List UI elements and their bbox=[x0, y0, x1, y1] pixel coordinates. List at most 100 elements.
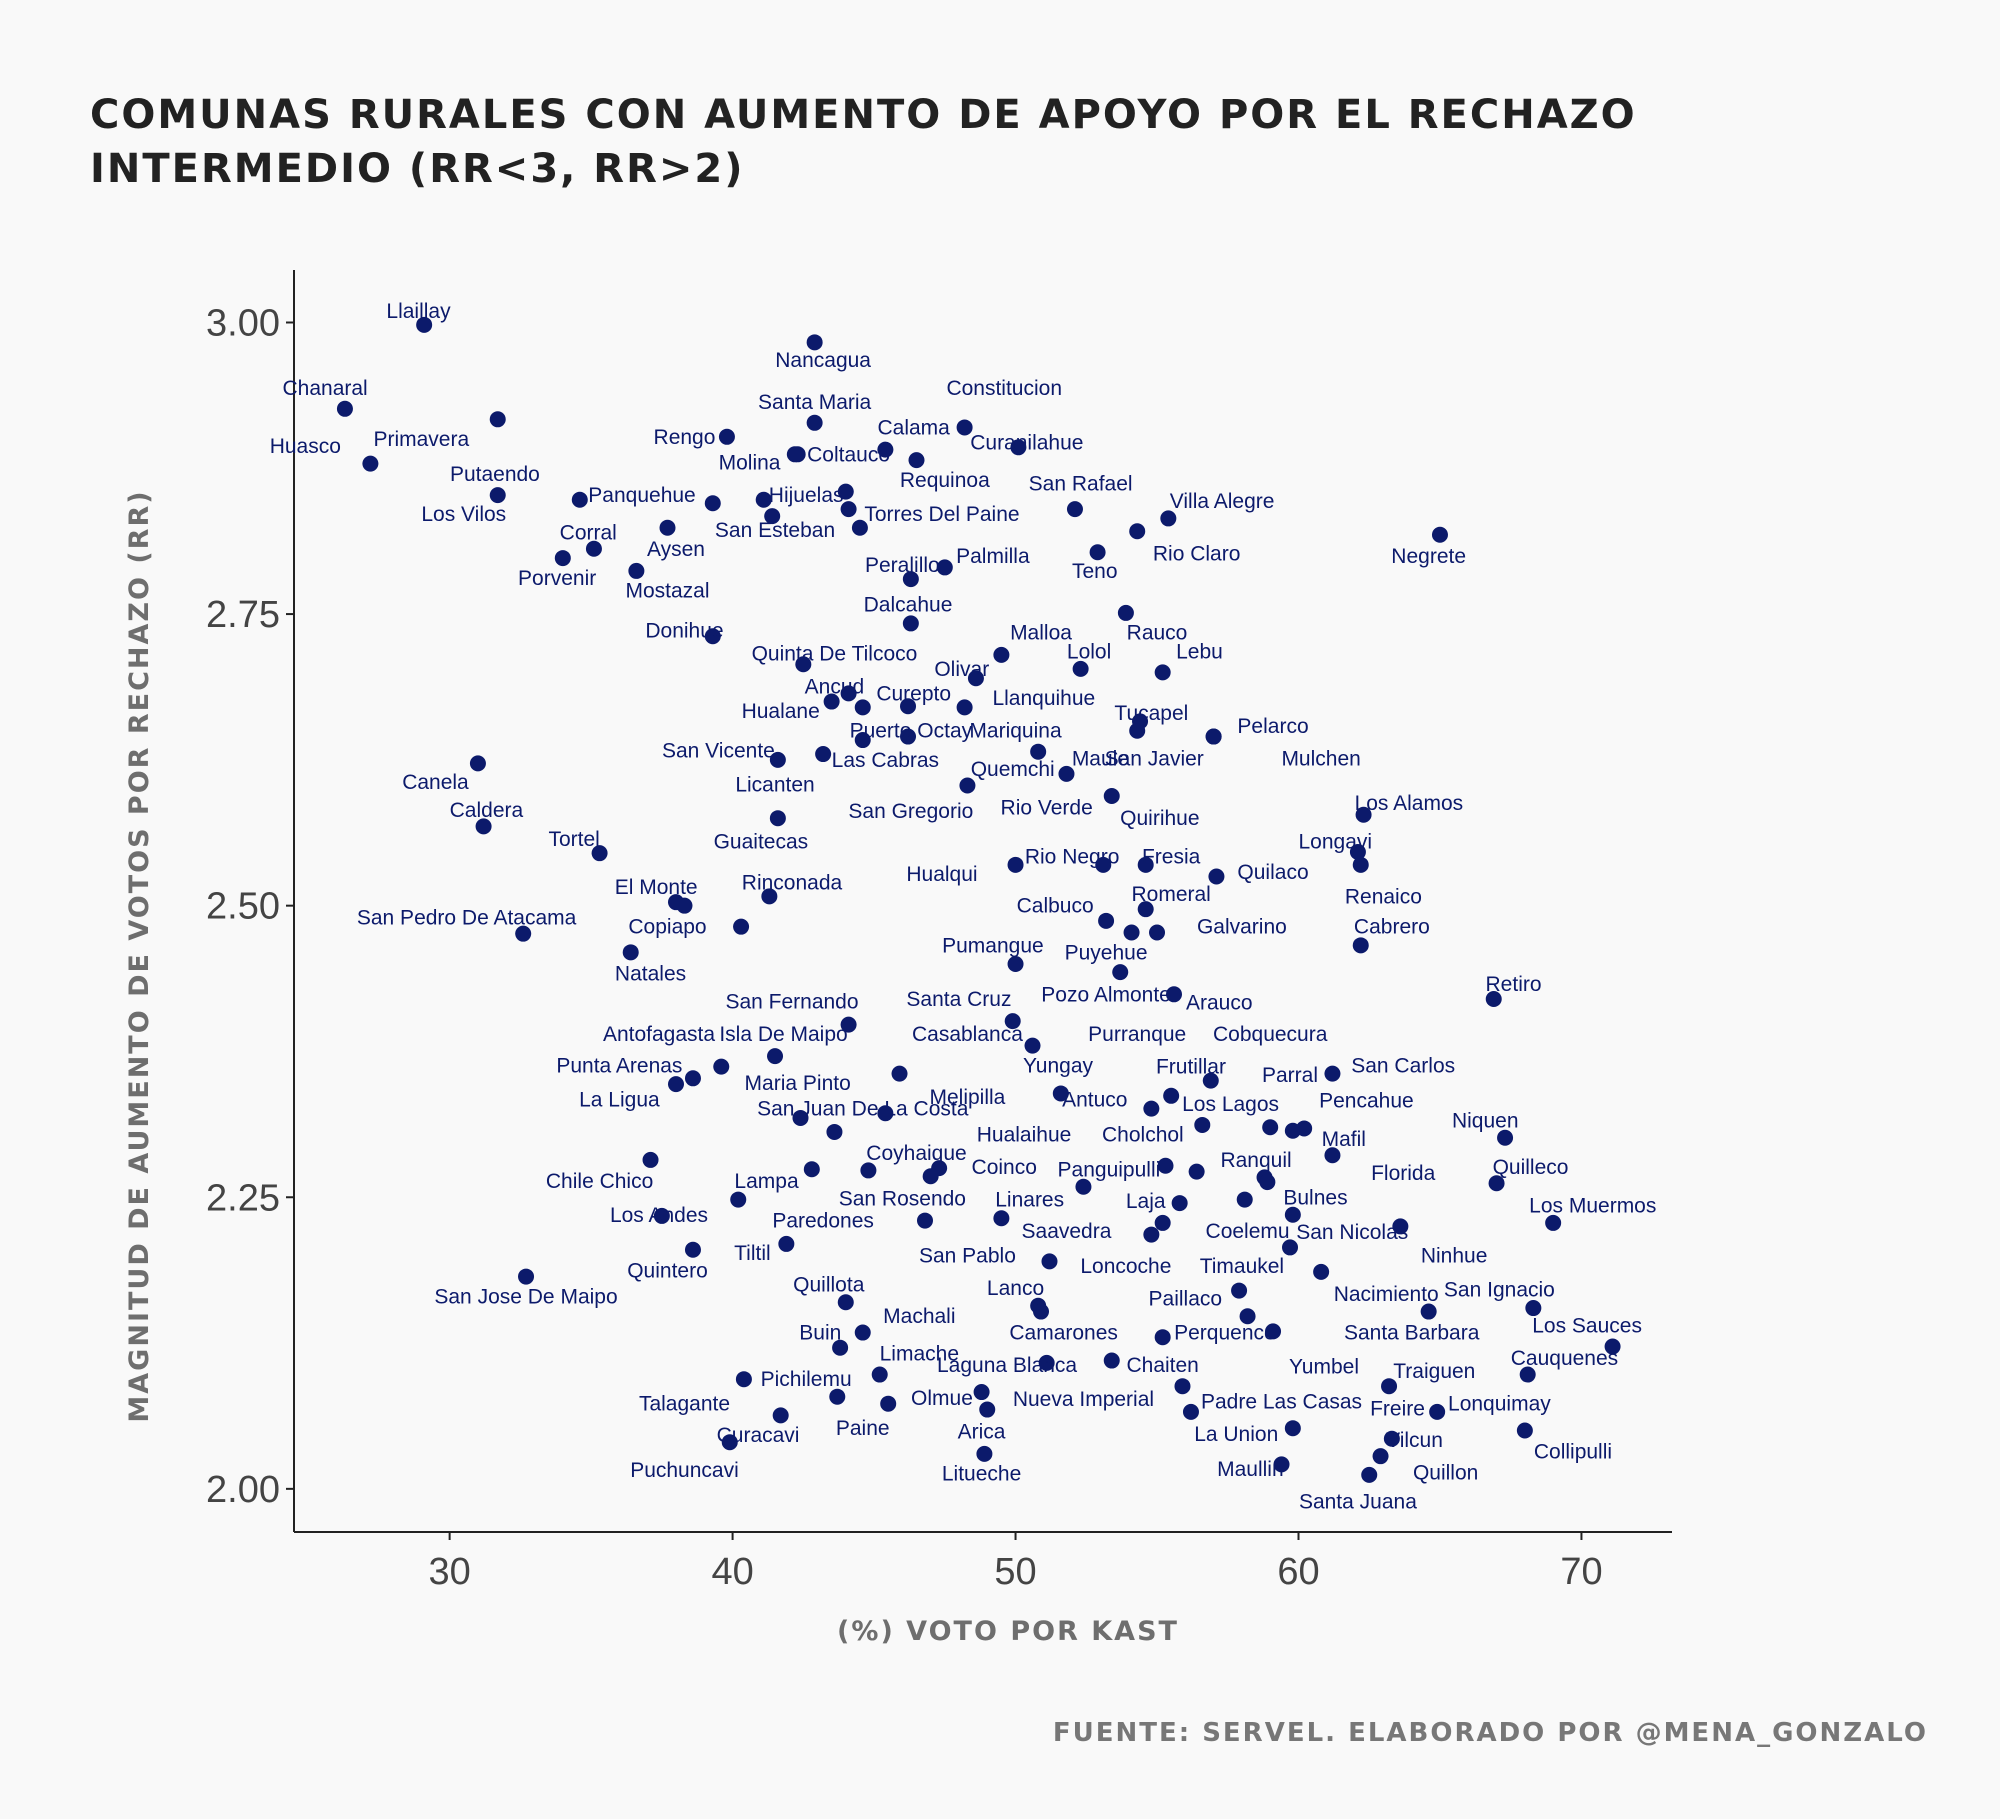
data-point bbox=[1010, 439, 1027, 456]
point-label: Talagante bbox=[639, 1393, 730, 1416]
point-label: Caldera bbox=[450, 799, 524, 822]
data-point bbox=[1182, 1403, 1199, 1420]
point-label: Bulnes bbox=[1283, 1186, 1347, 1209]
point-label: Rio Verde bbox=[1001, 797, 1093, 820]
point-label: Quemchi bbox=[971, 758, 1055, 781]
point-label: Loncoche bbox=[1080, 1255, 1171, 1278]
data-point bbox=[1143, 1226, 1160, 1243]
data-point bbox=[1431, 526, 1448, 543]
point-label: Villa Alegre bbox=[1170, 490, 1275, 513]
point-label: Punta Arenas bbox=[556, 1054, 682, 1077]
point-label: Canela bbox=[402, 771, 469, 794]
data-point bbox=[854, 699, 871, 716]
data-point bbox=[769, 810, 786, 827]
point-label: Coelemu bbox=[1206, 1220, 1290, 1243]
data-point bbox=[1165, 986, 1182, 1003]
data-point bbox=[826, 1123, 843, 1140]
point-label: Putaendo bbox=[450, 463, 540, 486]
data-point bbox=[1112, 964, 1129, 981]
data-point bbox=[1259, 1174, 1276, 1191]
point-label: Nueva Imperial bbox=[1013, 1388, 1154, 1411]
data-point bbox=[1392, 1218, 1409, 1235]
data-point bbox=[854, 732, 871, 749]
point-label: Curacavi bbox=[717, 1424, 800, 1447]
point-label: Machali bbox=[883, 1305, 955, 1328]
point-label: San Juan De La Costa bbox=[757, 1098, 969, 1121]
data-point bbox=[1349, 844, 1366, 861]
point-label: Fresia bbox=[1142, 846, 1201, 869]
data-point bbox=[585, 540, 602, 557]
data-point bbox=[922, 1168, 939, 1185]
data-point bbox=[837, 483, 854, 500]
point-label: Puchuncavi bbox=[630, 1459, 739, 1482]
data-point bbox=[1007, 955, 1024, 972]
data-point bbox=[1361, 1466, 1378, 1483]
data-point bbox=[1282, 1239, 1299, 1256]
data-point bbox=[795, 656, 812, 673]
point-label: Litueche bbox=[942, 1463, 1021, 1486]
point-label: Saavedra bbox=[1022, 1220, 1112, 1243]
point-label: Freire bbox=[1370, 1397, 1425, 1420]
y-tick-label: 2.75 bbox=[206, 594, 280, 636]
data-point bbox=[993, 1210, 1010, 1227]
chart-title: COMUNAS RURALES CON AUMENTO DE APOYO POR… bbox=[90, 92, 1637, 192]
point-label: Llaillay bbox=[386, 300, 451, 323]
point-label: Longavi bbox=[1299, 831, 1373, 854]
data-point bbox=[1284, 1420, 1301, 1437]
data-point bbox=[1352, 937, 1369, 954]
data-point bbox=[973, 1384, 990, 1401]
data-point bbox=[956, 699, 973, 716]
data-point bbox=[764, 508, 781, 525]
data-point bbox=[979, 1401, 996, 1418]
data-point bbox=[704, 495, 721, 512]
data-point bbox=[1072, 660, 1089, 677]
point-label: Rengo bbox=[654, 426, 716, 449]
point-label: Arica bbox=[958, 1421, 1006, 1444]
data-point bbox=[803, 1161, 820, 1178]
point-label: San Pedro De Atacama bbox=[357, 906, 577, 929]
point-label: Cauquenes bbox=[1511, 1347, 1618, 1370]
point-label: Huasco bbox=[270, 435, 341, 458]
point-label: Hualqui bbox=[906, 863, 977, 886]
data-point bbox=[902, 571, 919, 588]
x-tick-label: 60 bbox=[1277, 1551, 1319, 1593]
data-point bbox=[1188, 1163, 1205, 1180]
point-label: Buin bbox=[799, 1322, 841, 1345]
point-label: Chile Chico bbox=[546, 1170, 653, 1193]
data-point bbox=[1231, 1282, 1248, 1299]
point-label: Olmue bbox=[911, 1387, 973, 1410]
data-point bbox=[1075, 1178, 1092, 1195]
x-tick-label: 50 bbox=[994, 1551, 1036, 1593]
data-point bbox=[721, 1434, 738, 1451]
point-label: Licanten bbox=[735, 773, 814, 796]
point-label: Laja bbox=[1126, 1190, 1166, 1213]
point-label: Antuco bbox=[1062, 1088, 1127, 1111]
data-point bbox=[769, 751, 786, 768]
data-point bbox=[489, 411, 506, 428]
point-label: Padre Las Casas bbox=[1201, 1390, 1362, 1413]
point-label: Donihue bbox=[645, 619, 723, 642]
chart-source: FUENTE: SERVEL. ELABORADO POR @MENA_GONZ… bbox=[1052, 1718, 1928, 1748]
point-label: Los Sauces bbox=[1532, 1315, 1642, 1338]
data-point bbox=[815, 746, 832, 763]
data-point bbox=[900, 728, 917, 745]
data-point bbox=[1058, 765, 1075, 782]
data-point bbox=[684, 1070, 701, 1087]
point-label: Paine bbox=[836, 1417, 890, 1440]
data-point bbox=[1103, 1352, 1120, 1369]
data-point bbox=[1171, 1195, 1188, 1212]
data-point bbox=[1324, 1147, 1341, 1164]
data-point bbox=[1429, 1403, 1446, 1420]
data-point bbox=[871, 1366, 888, 1383]
data-point bbox=[1174, 1378, 1191, 1395]
point-label: Chanaral bbox=[283, 377, 368, 400]
data-point bbox=[880, 1395, 897, 1412]
point-label: Negrete bbox=[1391, 545, 1466, 568]
data-point bbox=[628, 562, 645, 579]
point-label: Quirihue bbox=[1120, 807, 1199, 830]
data-point bbox=[362, 455, 379, 472]
data-point bbox=[1038, 1354, 1055, 1371]
data-point bbox=[667, 1076, 684, 1093]
data-point bbox=[1004, 1013, 1021, 1030]
data-point bbox=[1355, 806, 1372, 823]
